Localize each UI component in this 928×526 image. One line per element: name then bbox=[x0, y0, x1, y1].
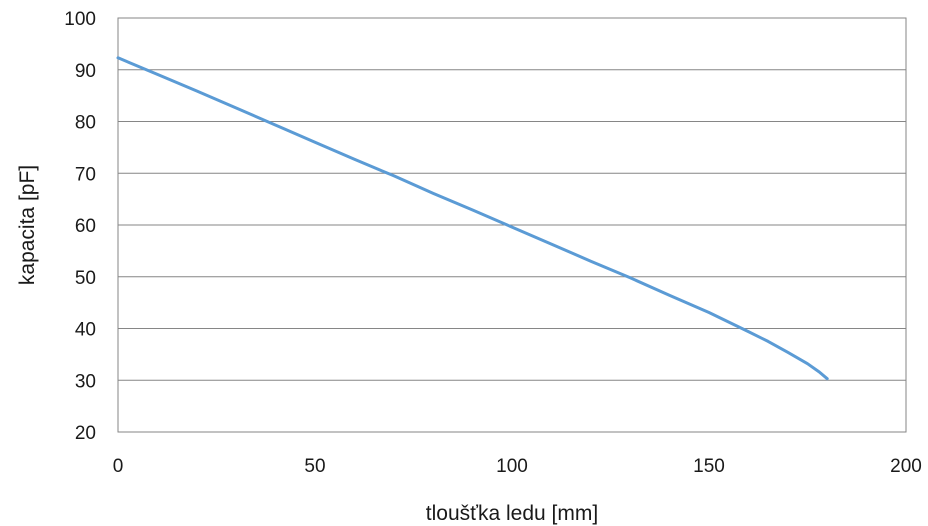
series-line-0 bbox=[116, 56, 829, 381]
y-tick-label: 50 bbox=[75, 268, 96, 289]
y-tick-labels: 20 30 40 50 60 70 80 90 100 bbox=[64, 9, 96, 444]
y-tick-label: 60 bbox=[75, 216, 96, 237]
x-tick-label: 100 bbox=[496, 456, 528, 477]
gridlines bbox=[118, 69, 906, 381]
y-tick-label: 30 bbox=[75, 371, 96, 392]
y-tick-label: 100 bbox=[64, 9, 96, 30]
x-tick-label: 200 bbox=[890, 456, 922, 477]
x-tick-label: 0 bbox=[113, 456, 124, 477]
x-tick-label: 50 bbox=[304, 456, 325, 477]
y-tick-label: 20 bbox=[75, 423, 96, 444]
y-tick-label: 90 bbox=[75, 61, 96, 82]
x-tick-label: 150 bbox=[693, 456, 725, 477]
y-tick-label: 40 bbox=[75, 320, 96, 341]
y-axis-title: kapacita [pF] bbox=[16, 165, 39, 285]
y-tick-label: 70 bbox=[75, 164, 96, 185]
y-tick-label: 80 bbox=[75, 113, 96, 134]
x-tick-labels: 0 50 100 150 200 bbox=[113, 456, 922, 477]
series-group bbox=[116, 56, 829, 381]
x-axis-title: tloušťka ledu [mm] bbox=[426, 502, 598, 525]
